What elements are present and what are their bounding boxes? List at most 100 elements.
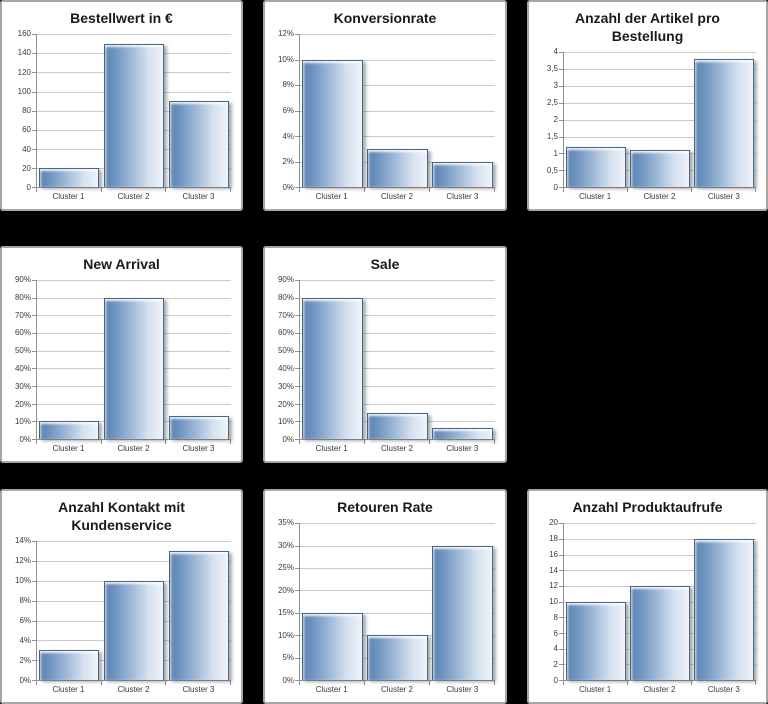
gridline (37, 34, 231, 36)
category-label: Cluster 3 (182, 685, 215, 694)
gridline (300, 280, 495, 282)
y-tick-mark (559, 601, 564, 603)
bar-cluster-3 (168, 551, 229, 680)
x-tick-mark (494, 440, 495, 444)
gridline (300, 59, 495, 61)
y-tick-mark (295, 161, 300, 163)
y-tick-mark (559, 153, 564, 155)
y-tick-mark (295, 333, 300, 335)
x-axis-labels: Cluster 1 Cluster 2 Cluster 3 (36, 444, 231, 461)
y-tick-mark (559, 187, 564, 188)
bar-slot (365, 523, 430, 680)
bar-cluster-3 (694, 59, 754, 187)
x-tick-mark (165, 440, 167, 444)
gridline (300, 523, 495, 525)
x-tick-mark (36, 681, 37, 685)
y-tick-label: 5% (282, 653, 294, 663)
plot-area (295, 523, 495, 685)
bar-slot (430, 34, 495, 187)
gridline (300, 136, 495, 138)
y-tick-mark (295, 421, 300, 423)
x-tick-mark (100, 440, 102, 444)
chart-title: Anzahl der Artikel pro Bestellung (575, 10, 720, 45)
y-tick-label: 6% (19, 616, 31, 626)
bar-slot (300, 523, 365, 680)
bar-cluster-1 (566, 146, 626, 187)
bar-row (300, 523, 495, 680)
bar-slot (166, 280, 231, 439)
y-tick-label: 14% (14, 536, 31, 546)
bar-row (37, 34, 231, 187)
gridline (300, 297, 495, 299)
x-tick-mark (428, 681, 430, 685)
x-tick-mark (165, 681, 167, 685)
y-tick-mark (32, 421, 37, 423)
y-tick-label: 16 (549, 549, 558, 559)
y-tick-mark (32, 129, 37, 131)
x-tick-mark (690, 681, 692, 685)
x-tick-mark (626, 188, 628, 192)
x-tick-mark (363, 188, 365, 192)
bar-slot (37, 280, 102, 439)
y-tick-mark (559, 136, 564, 138)
gridline (564, 523, 756, 525)
y-tick-label: 40% (277, 363, 294, 373)
bar-slot (430, 523, 495, 680)
category-label: Cluster 2 (117, 444, 150, 453)
y-tick-mark (559, 570, 564, 572)
gridline (564, 554, 756, 556)
y-tick-label: 35% (277, 518, 294, 528)
gridline (300, 612, 495, 614)
category-label: Cluster 2 (380, 685, 413, 694)
y-tick-mark (32, 439, 37, 440)
y-tick-label: 2 (553, 115, 558, 125)
bar-slot (365, 34, 430, 187)
y-tick-label: 8% (282, 80, 294, 90)
y-tick-label: 4 (553, 47, 558, 57)
x-tick-mark (563, 188, 564, 192)
bar-slot (692, 52, 756, 187)
bar-cluster-2 (103, 43, 165, 187)
y-tick-label: 10 (549, 597, 558, 607)
y-tick-mark (559, 170, 564, 172)
category-label: Cluster 2 (117, 192, 150, 201)
x-tick-mark (363, 440, 365, 444)
y-tick-label: 0% (19, 435, 31, 444)
x-tick-mark (230, 440, 231, 444)
y-tick-mark (295, 368, 300, 370)
y-tick-mark (559, 664, 564, 666)
x-tick-mark (299, 681, 300, 685)
x-tick-mark (755, 188, 756, 192)
category-label: Cluster 3 (707, 192, 740, 201)
x-tick-mark (230, 188, 231, 192)
x-tick-mark (428, 440, 430, 444)
x-tick-mark (100, 188, 102, 192)
y-tick-label: 12% (14, 556, 31, 566)
gridline (300, 34, 495, 36)
gridline (300, 333, 495, 335)
x-tick-mark (363, 681, 365, 685)
x-axis-labels: Cluster 1 Cluster 2 Cluster 3 (36, 685, 231, 702)
bar-cluster-3 (168, 101, 229, 187)
y-tick-label: 90% (277, 275, 294, 285)
y-tick-label: 15% (277, 608, 294, 618)
y-tick-mark (295, 386, 300, 388)
x-tick-mark (100, 681, 102, 685)
category-label: Cluster 3 (446, 685, 479, 694)
gridline (37, 561, 231, 563)
y-tick-label: 2% (19, 656, 31, 666)
y-tick-label: 3,5 (546, 64, 558, 74)
y-tick-mark (32, 580, 37, 582)
chart-panel-bestellwert: Bestellwert in € 0 20 40 60 80 100 120 140 160 C… (0, 0, 243, 211)
y-tick-mark (295, 568, 300, 569)
y-tick-mark (295, 350, 300, 352)
y-tick-label: 0 (553, 183, 558, 192)
bar-slot (300, 34, 365, 187)
y-tick-label: 0% (19, 676, 31, 685)
bar-slot (628, 52, 692, 187)
gridline (37, 280, 231, 282)
y-tick-label: 6 (553, 628, 558, 638)
y-tick-mark (295, 545, 300, 547)
chart-panel-retouren-rate: Retouren Rate 0% 5% 10% 15% 20% 25% 30% 35% Clu… (263, 489, 507, 704)
y-tick-label: 30% (14, 381, 31, 391)
